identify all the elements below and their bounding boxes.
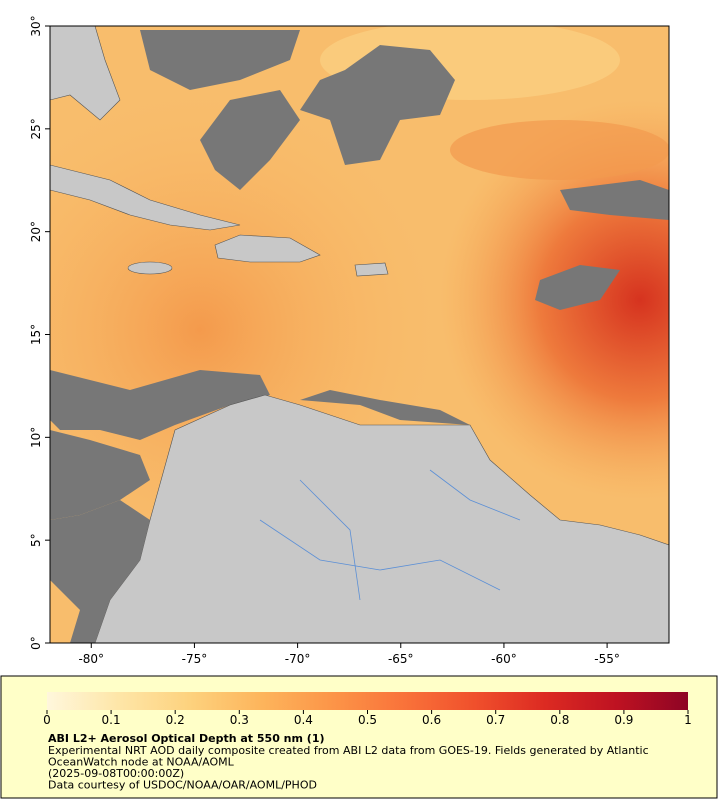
y-tick-label: 0° bbox=[29, 636, 43, 650]
y-tick-label: 5° bbox=[29, 533, 43, 547]
y-tick-label: 30° bbox=[29, 15, 43, 36]
colorbar-tick-label: 0.2 bbox=[166, 713, 185, 727]
colorbar-tick-label: 1 bbox=[684, 713, 692, 727]
colorbar-tick-label: 0.9 bbox=[614, 713, 633, 727]
map-area bbox=[50, 26, 669, 643]
x-tick-label: -60° bbox=[491, 652, 517, 666]
colorbar-tick-label: 0.6 bbox=[422, 713, 441, 727]
x-tick-label: -55° bbox=[594, 652, 620, 666]
colorbar: 0 0.1 0.2 0.3 0.4 0.5 0.6 0.7 0.8 0.9 1 bbox=[43, 692, 692, 727]
x-tick-label: -75° bbox=[182, 652, 208, 666]
colorbar-tick-label: 0.5 bbox=[358, 713, 377, 727]
colorbar-fill bbox=[47, 692, 688, 710]
x-tick-label: -65° bbox=[388, 652, 414, 666]
rivers bbox=[259, 469, 521, 601]
y-tick-label: 25° bbox=[29, 118, 43, 139]
caption-line: (2025-09-08T00:00:00Z) bbox=[48, 767, 184, 780]
y-tick-label: 15° bbox=[29, 324, 43, 345]
x-tick-label: -80° bbox=[78, 652, 104, 666]
caption-line: OceanWatch node at NOAA/AOML bbox=[48, 756, 235, 769]
legend-title: ABI L2+ Aerosol Optical Depth at 550 nm … bbox=[48, 732, 325, 745]
caption-line: Data courtesy of USDOC/NOAA/OAR/AOML/PHO… bbox=[48, 779, 317, 792]
colorbar-tick-label: 0.8 bbox=[550, 713, 569, 727]
colorbar-tick-label: 0.4 bbox=[294, 713, 313, 727]
colorbar-tick-label: 0.3 bbox=[230, 713, 249, 727]
cloud-mask bbox=[50, 30, 669, 520]
y-tick-label: 10° bbox=[29, 427, 43, 448]
land bbox=[50, 26, 669, 643]
x-tick-label: -70° bbox=[285, 652, 311, 666]
y-tick-label: 20° bbox=[29, 221, 43, 242]
colorbar-tick-label: 0 bbox=[43, 713, 51, 727]
caption-line: Experimental NRT AOD daily composite cre… bbox=[48, 744, 649, 757]
caption: Experimental NRT AOD daily composite cre… bbox=[48, 744, 649, 792]
colorbar-tick-label: 0.7 bbox=[486, 713, 505, 727]
colorbar-tick-label: 0.1 bbox=[102, 713, 121, 727]
